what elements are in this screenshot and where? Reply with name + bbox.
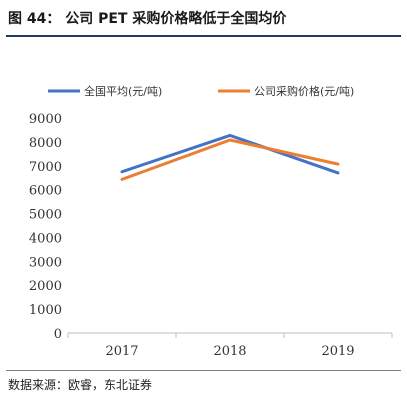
legend-label-2: 公司采购价格(元/吨) bbox=[254, 84, 354, 98]
y-tick-label: 1000 bbox=[29, 303, 62, 318]
x-tick-label: 2017 bbox=[105, 344, 138, 359]
x-tick-labels: 2017 2018 2019 bbox=[105, 344, 354, 359]
legend: 全国平均(元/吨) 公司采购价格(元/吨) bbox=[48, 84, 354, 98]
y-tick-label: 9000 bbox=[29, 112, 62, 127]
source-rule bbox=[6, 370, 401, 371]
series-line-1 bbox=[120, 133, 340, 175]
y-tick-label: 2000 bbox=[29, 279, 62, 294]
y-tick-label: 5000 bbox=[29, 208, 62, 223]
axes bbox=[67, 332, 393, 338]
y-tick-label: 8000 bbox=[29, 136, 62, 151]
y-tick-label: 0 bbox=[54, 327, 62, 342]
y-tick-label: 4000 bbox=[29, 231, 62, 246]
y-tick-labels: 0 1000 2000 3000 4000 5000 6000 7000 8000 9000 bbox=[29, 112, 62, 342]
x-tick-label: 2018 bbox=[213, 344, 246, 359]
source-note: 数据来源：欧睿，东北证券 bbox=[8, 378, 153, 392]
series-line-2 bbox=[120, 138, 340, 181]
legend-label-1: 全国平均(元/吨) bbox=[84, 84, 162, 98]
y-tick-label: 7000 bbox=[29, 160, 62, 175]
y-tick-label: 6000 bbox=[29, 184, 62, 199]
title-rule bbox=[6, 35, 401, 37]
figure-title: 图 44： 公司 PET 采购价格略低于全国均价 bbox=[8, 11, 287, 27]
x-tick-label: 2019 bbox=[321, 344, 354, 359]
y-tick-label: 3000 bbox=[29, 255, 62, 270]
series-lines bbox=[120, 133, 340, 181]
